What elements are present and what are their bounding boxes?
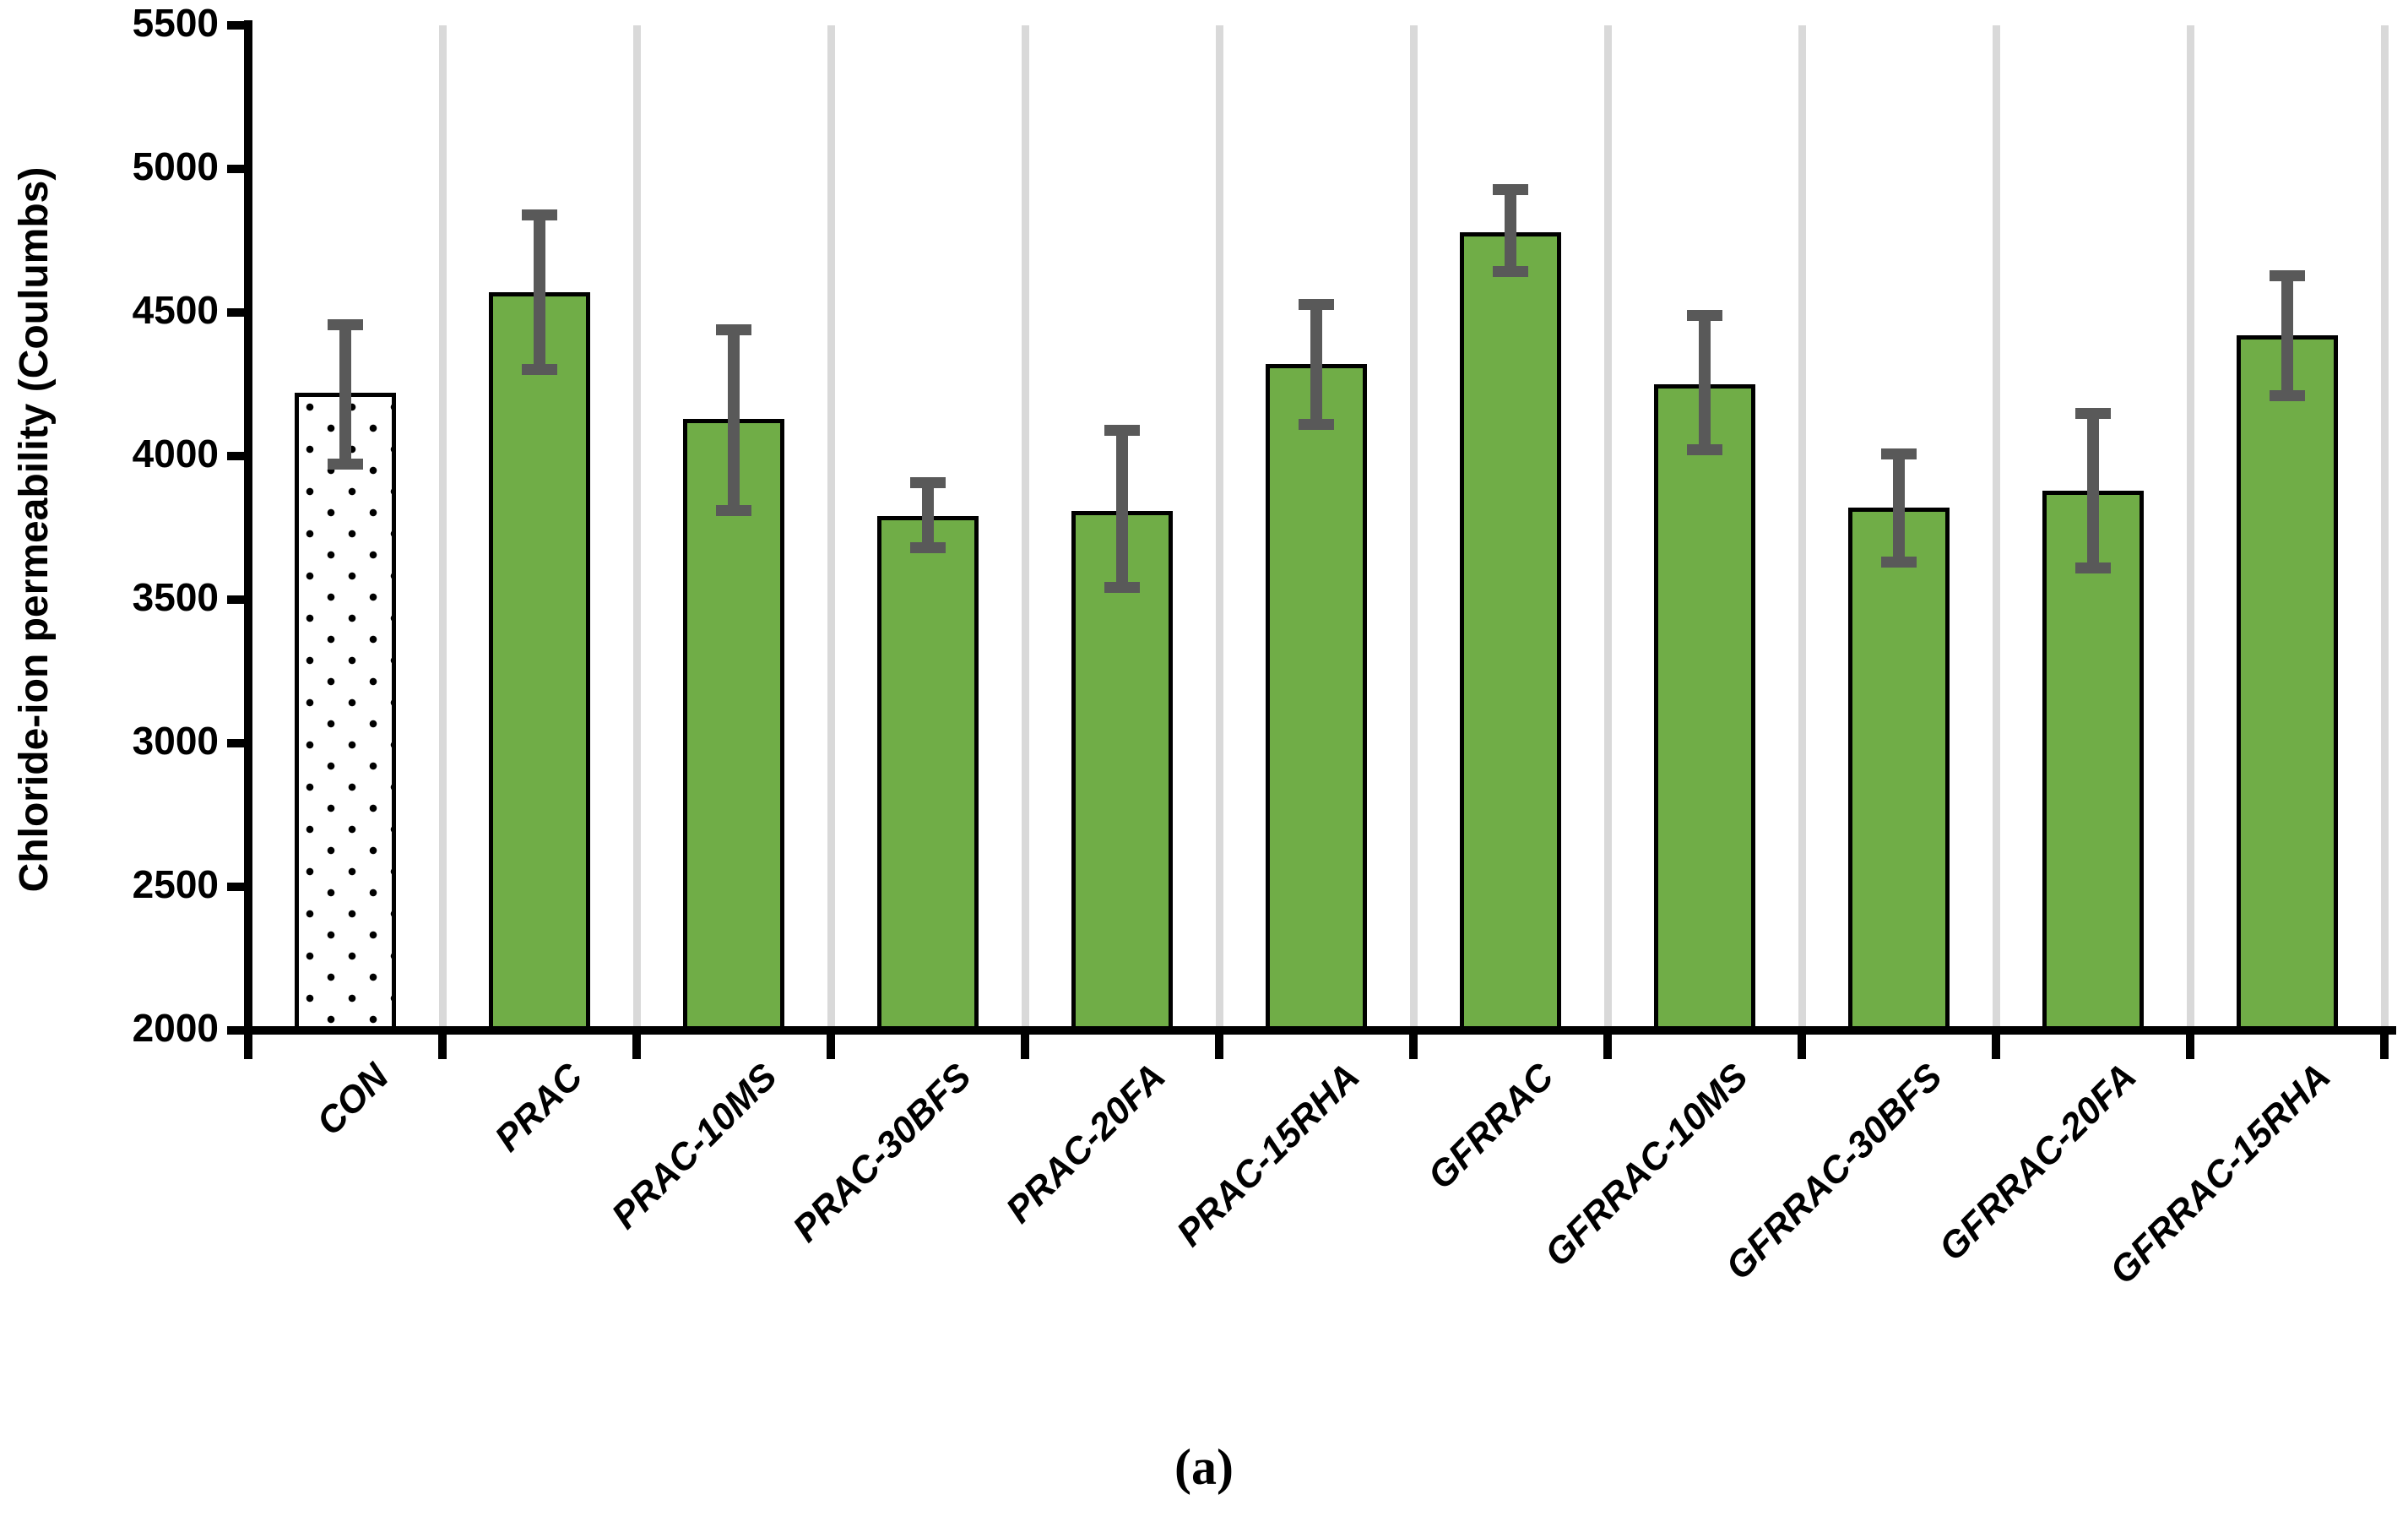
x-axis-tick <box>2380 1030 2389 1059</box>
x-tick-label-GFRRAC-15RHA: GFRRAC-15RHA <box>2102 1056 2339 1293</box>
error-bar-stem-PRAC-30BFS <box>922 481 934 548</box>
error-bar-cap-top-PRAC-10MS <box>716 324 751 336</box>
error-bar-cap-top-PRAC-15RHA <box>1299 298 1334 310</box>
x-tick-label-PRAC-10MS: PRAC-10MS <box>604 1056 785 1237</box>
y-tick-label-4500: 4500 <box>132 288 219 332</box>
y-axis-tick <box>227 739 244 747</box>
y-axis-tick <box>227 308 244 317</box>
bar-PRAC-30BFS <box>877 516 979 1035</box>
y-tick-label-3500: 3500 <box>132 575 219 619</box>
x-axis-tick <box>2186 1030 2194 1059</box>
gridline <box>1603 25 1612 1030</box>
x-axis-tick <box>244 1030 252 1059</box>
y-tick-label-3000: 3000 <box>132 719 219 763</box>
bar-GFRRAC <box>1460 231 1561 1035</box>
x-tick-label-PRAC-20FA: PRAC-20FA <box>998 1056 1174 1231</box>
y-tick-label-5000: 5000 <box>132 144 219 188</box>
gridline <box>1021 25 1029 1030</box>
error-bar-stem-GFRRAC-20FA <box>2087 413 2099 568</box>
error-bar-cap-top-GFRRAC-15RHA <box>2270 269 2305 281</box>
error-bar-cap-bottom-GFRRAC-30BFS <box>1881 556 1917 568</box>
x-tick-label-GFRRAC-20FA: GFRRAC-20FA <box>1931 1056 2145 1269</box>
y-tick-label-4000: 4000 <box>132 432 219 475</box>
error-bar-cap-bottom-GFRRAC-20FA <box>2075 562 2111 573</box>
error-bar-cap-bottom-GFRRAC <box>1493 266 1528 278</box>
y-axis-tick <box>227 595 244 604</box>
x-axis-tick <box>1992 1030 2000 1059</box>
bar-GFRRAC-15RHA <box>2237 335 2338 1035</box>
gridline <box>632 25 641 1030</box>
error-bar-cap-top-GFRRAC-30BFS <box>1881 448 1917 459</box>
error-bar-cap-top-CON <box>328 318 363 330</box>
y-axis-tick <box>227 452 244 460</box>
x-axis-tick <box>1409 1030 1418 1059</box>
y-axis-tick <box>227 165 244 173</box>
gridline <box>438 25 447 1030</box>
x-axis-tick <box>632 1030 641 1059</box>
error-bar-stem-PRAC <box>534 215 545 370</box>
x-tick-label-GFRRAC: GFRRAC <box>1419 1056 1562 1198</box>
y-axis-line <box>244 20 252 1035</box>
error-bar-stem-CON <box>339 323 351 465</box>
x-axis-tick <box>1798 1030 1806 1059</box>
error-bar-cap-top-GFRRAC-10MS <box>1687 310 1722 322</box>
error-bar-stem-GFRRAC-30BFS <box>1893 453 1905 562</box>
x-tick-label-CON: CON <box>308 1056 397 1144</box>
bar-GFRRAC-20FA <box>2042 490 2144 1035</box>
x-tick-label-PRAC: PRAC <box>486 1056 591 1160</box>
x-axis-tick <box>1215 1030 1223 1059</box>
gridline <box>827 25 835 1030</box>
error-bar-stem-GFRRAC <box>1505 188 1516 273</box>
y-tick-label-5500: 5500 <box>132 1 219 45</box>
bar-GFRRAC-30BFS <box>1848 508 1950 1035</box>
error-bar-cap-top-PRAC <box>522 209 557 221</box>
error-bar-cap-bottom-PRAC <box>522 364 557 375</box>
x-axis-tick <box>827 1030 835 1059</box>
error-bar-cap-bottom-PRAC-15RHA <box>1299 418 1334 430</box>
bar-PRAC-15RHA <box>1266 364 1367 1035</box>
bar-GFRRAC-10MS <box>1654 384 1755 1035</box>
x-axis-tick <box>438 1030 447 1059</box>
bar-PRAC-20FA <box>1071 510 1173 1035</box>
x-axis-line <box>227 1026 2396 1035</box>
gridline <box>1409 25 1418 1030</box>
gridline <box>1215 25 1223 1030</box>
error-bar-cap-bottom-PRAC-30BFS <box>910 541 946 553</box>
bar-PRAC <box>489 292 590 1035</box>
x-tick-label-GFRRAC-30BFS: GFRRAC-30BFS <box>1717 1056 1950 1288</box>
gridline <box>1992 25 2000 1030</box>
error-bar-cap-top-GFRRAC <box>1493 183 1528 195</box>
error-bar-stem-GFRRAC-10MS <box>1699 315 1711 451</box>
y-tick-label-2500: 2500 <box>132 862 219 906</box>
y-axis-tick <box>227 883 244 891</box>
error-bar-stem-PRAC-20FA <box>1116 430 1128 589</box>
error-bar-cap-top-PRAC-30BFS <box>910 476 946 488</box>
y-axis-tick <box>227 21 244 30</box>
error-bar-stem-PRAC-15RHA <box>1310 303 1322 425</box>
bar-CON <box>295 393 396 1035</box>
error-bar-cap-bottom-CON <box>328 459 363 470</box>
gridline <box>1798 25 1806 1030</box>
gridline <box>2186 25 2194 1030</box>
error-bar-cap-bottom-GFRRAC-15RHA <box>2270 389 2305 401</box>
y-tick-label-2000: 2000 <box>132 1006 219 1050</box>
error-bar-stem-GFRRAC-15RHA <box>2281 274 2293 396</box>
error-bar-stem-PRAC-10MS <box>728 329 740 511</box>
bar-PRAC-10MS <box>683 418 784 1035</box>
error-bar-cap-top-GFRRAC-20FA <box>2075 408 2111 419</box>
x-tick-label-GFRRAC-10MS: GFRRAC-10MS <box>1537 1056 1756 1275</box>
x-axis-tick <box>1021 1030 1029 1059</box>
gridline <box>2380 25 2389 1030</box>
x-axis-tick <box>1603 1030 1612 1059</box>
error-bar-cap-bottom-GFRRAC-10MS <box>1687 444 1722 456</box>
error-bar-cap-bottom-PRAC-10MS <box>716 504 751 516</box>
error-bar-cap-bottom-PRAC-20FA <box>1104 582 1140 594</box>
x-tick-label-PRAC-15RHA: PRAC-15RHA <box>1169 1056 1368 1255</box>
figure-caption: (a) <box>1174 1439 1234 1495</box>
x-tick-label-PRAC-30BFS: PRAC-30BFS <box>784 1056 979 1251</box>
error-bar-cap-top-PRAC-20FA <box>1104 425 1140 437</box>
